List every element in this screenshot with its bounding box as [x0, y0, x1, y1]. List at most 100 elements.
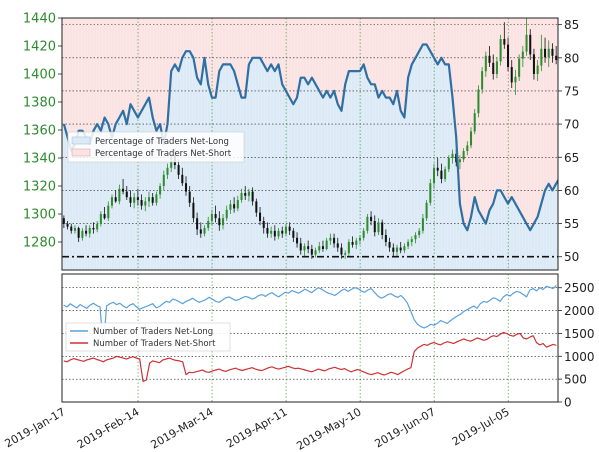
candle-body [521, 51, 524, 59]
candle-body [429, 183, 432, 203]
candle-body [540, 48, 543, 66]
candle-body [418, 230, 421, 235]
candle-body [151, 197, 154, 203]
candle-body [399, 247, 402, 251]
candle-body [81, 230, 84, 238]
legend-label-net-short: Percentage of Traders Net-Short [95, 149, 232, 159]
candle-body [299, 243, 302, 251]
candle-body [358, 237, 361, 241]
candle-body [96, 223, 99, 230]
candle-body [377, 222, 380, 233]
candle-body [466, 145, 469, 151]
candle-body [88, 228, 91, 234]
candle-body [221, 218, 225, 226]
candle-body [181, 174, 184, 184]
candle-body [370, 216, 373, 221]
candle-body [110, 197, 113, 206]
candle-body [484, 55, 487, 72]
candle-body [336, 243, 339, 248]
candle-body [425, 202, 428, 219]
candle-body [503, 39, 506, 45]
trader-count-panel: 0 500 1000 1500 2000 2500 Number of Traders N… [61, 273, 595, 410]
right-tick-label: 55 [564, 217, 579, 231]
candle-body [551, 48, 554, 56]
legend-swatch-net-long [71, 136, 91, 145]
candle-body [214, 214, 217, 219]
candle-body [318, 246, 321, 251]
right-tick-label: 60 [564, 184, 579, 198]
right-tick-label: 50 [564, 250, 579, 264]
candle-body [277, 230, 280, 237]
candle-body [177, 165, 180, 175]
candle-body [125, 191, 128, 198]
candle-body [118, 188, 121, 202]
candle-body [247, 191, 250, 196]
bottom-plot-frame [61, 273, 559, 403]
candle-body [184, 183, 188, 192]
candle-body [107, 205, 110, 219]
candle-body [240, 193, 243, 200]
candle-body [62, 218, 65, 224]
candle-body [451, 153, 454, 158]
x-tick-label: 2019-Jun-07 [372, 405, 437, 450]
candle-body [66, 223, 69, 227]
right-tick-label-bottom: 500 [564, 373, 587, 387]
candle-body [99, 214, 102, 224]
right-tick-label-bottom: 0 [564, 396, 572, 410]
candle-body [251, 191, 254, 202]
candle-body [344, 253, 347, 255]
candle-body [447, 158, 450, 170]
candle-body [166, 167, 169, 175]
candle-body [207, 221, 210, 228]
candle-body [499, 39, 502, 62]
right-tick-label: 70 [564, 118, 579, 132]
candle-body [133, 197, 136, 203]
candle-body [384, 235, 387, 242]
top-plot-frame [61, 17, 559, 271]
candle-body [273, 230, 276, 237]
candle-body [159, 186, 162, 195]
right-tick-label: 85 [564, 18, 579, 32]
candle-body [473, 113, 476, 132]
x-tick-label: 2019-Feb-14 [75, 405, 142, 451]
candle-body [388, 242, 391, 248]
candle-body [307, 246, 310, 249]
left-tick-label: 1340 [23, 152, 56, 167]
candle-body [292, 230, 295, 238]
candle-body [85, 230, 88, 234]
candle-body [532, 54, 535, 74]
candle-body [281, 230, 284, 234]
candle-body [481, 71, 484, 90]
legend-top: Percentage of Traders Net-Long Percentag… [67, 131, 245, 163]
candle-body [140, 200, 143, 206]
candle-body [244, 193, 247, 196]
candle-body [310, 249, 313, 255]
net-short-count-line [63, 331, 557, 382]
net-long-count-line [63, 284, 557, 348]
candle-body [347, 242, 350, 254]
right-tick-label: 75 [564, 84, 579, 98]
candle-body [262, 221, 265, 228]
left-tick-label: 1300 [23, 208, 56, 223]
candle-body [488, 55, 491, 63]
candle-body [210, 214, 213, 221]
candle-body [455, 153, 458, 163]
legend-bottom: Number of Traders Net-Long Number of Tra… [65, 322, 231, 352]
x-tick-label: 2019-May-10 [294, 405, 363, 452]
legend-label-count-net-long: Number of Traders Net-Long [93, 327, 213, 337]
left-tick-label: 1380 [23, 96, 56, 111]
candle-body [92, 228, 95, 230]
candle-body [122, 188, 125, 192]
candle-body [355, 240, 358, 245]
legend-swatch-net-short [71, 148, 91, 157]
candle-body [325, 240, 328, 249]
candle-body [203, 228, 206, 234]
right-tick-label-bottom: 2500 [564, 281, 595, 295]
legend-label-count-net-short: Number of Traders Net-Short [93, 339, 216, 349]
candle-body [70, 226, 73, 231]
candle-body [462, 151, 465, 160]
candle-body [392, 247, 395, 252]
right-tick-label: 65 [564, 151, 579, 165]
candle-body [536, 65, 539, 74]
candle-body [421, 218, 424, 231]
